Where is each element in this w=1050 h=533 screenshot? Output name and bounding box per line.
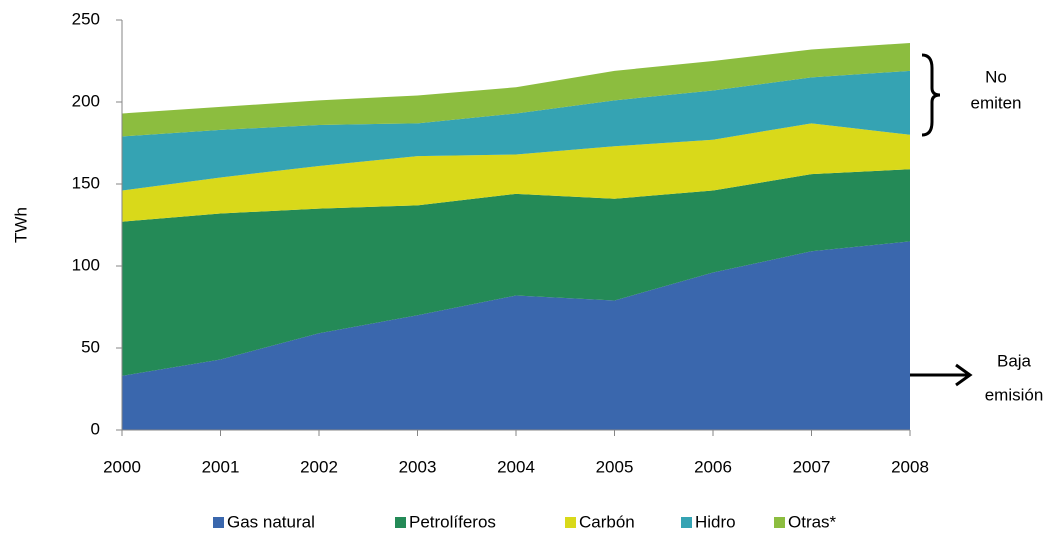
- area: [122, 169, 910, 376]
- x-tick-label: 2000: [103, 457, 141, 476]
- y-tick-label: 50: [81, 337, 100, 356]
- x-tick-label: 2002: [300, 457, 338, 476]
- x-tick-label: 2004: [497, 457, 535, 476]
- annotation: Baja: [997, 351, 1032, 370]
- legend-swatch: [681, 517, 692, 528]
- arrow-head: [955, 363, 973, 387]
- area: [122, 123, 910, 222]
- y-axis-label: TWh: [11, 207, 30, 243]
- y-tick-label: 150: [72, 173, 100, 192]
- x-tick-label: 2005: [596, 457, 634, 476]
- x-tick-label: 2008: [891, 457, 929, 476]
- annotation: emiten: [970, 93, 1021, 112]
- legend-label: Gas natural: [227, 512, 315, 531]
- legend-label: Hidro: [695, 512, 736, 531]
- legend-label: Petrolíferos: [409, 512, 496, 531]
- x-tick-label: 2007: [793, 457, 831, 476]
- annotation: emisión: [985, 385, 1044, 404]
- legend-swatch: [565, 517, 576, 528]
- legend-swatch: [774, 517, 785, 528]
- y-tick-label: 250: [72, 9, 100, 28]
- y-tick-label: 100: [72, 255, 100, 274]
- area: [122, 70, 910, 191]
- brace: [921, 53, 941, 137]
- x-tick-label: 2001: [202, 457, 240, 476]
- legend-swatch: [213, 517, 224, 528]
- x-tick-label: 2006: [694, 457, 732, 476]
- legend-swatch: [395, 517, 406, 528]
- y-tick-label: 0: [91, 419, 100, 438]
- legend-label: Carbón: [579, 512, 635, 531]
- legend-label: Otras*: [788, 512, 837, 531]
- annotation: No: [985, 67, 1007, 86]
- area: [122, 241, 910, 430]
- area: [122, 42, 910, 137]
- y-tick-label: 200: [72, 91, 100, 110]
- x-tick-label: 2003: [399, 457, 437, 476]
